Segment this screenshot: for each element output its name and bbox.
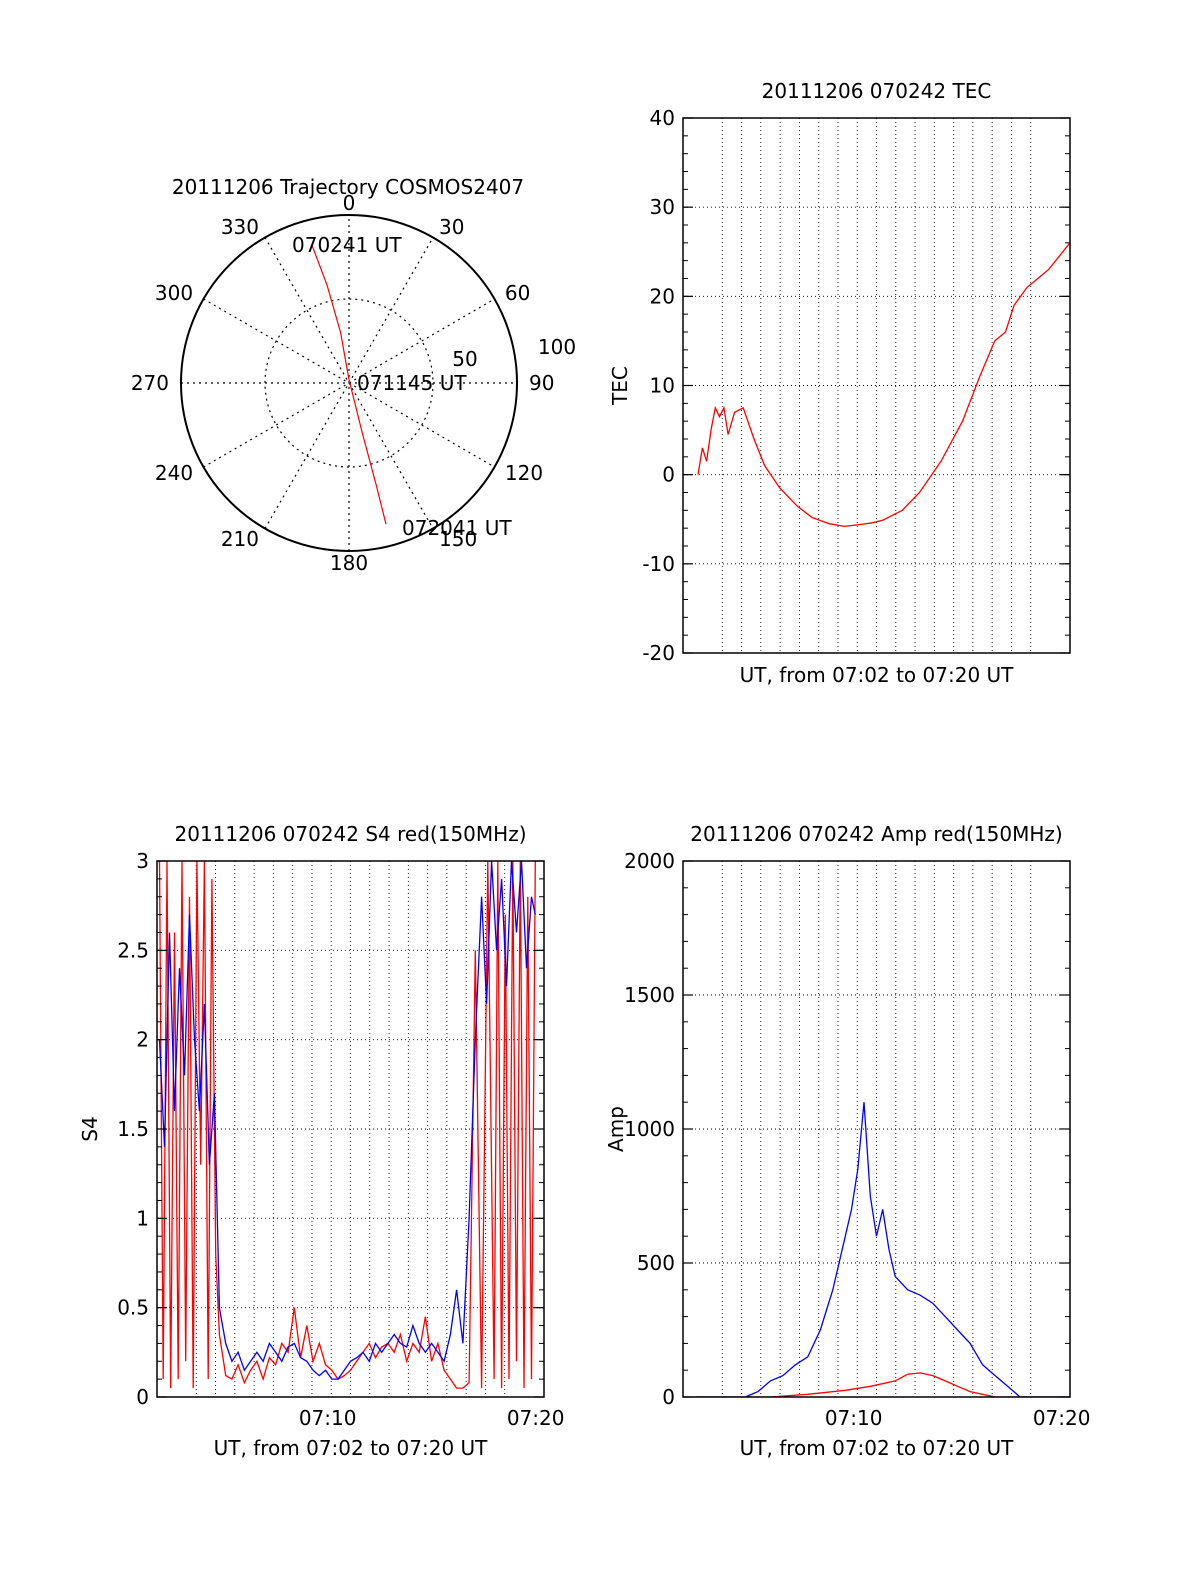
x-axis-label: UT, from 07:02 to 07:20 UT xyxy=(214,1436,489,1460)
s4-chart: 0 0.5 1 1.5 2 2.5 3 07:10 07:20 20111206 070242 S… xyxy=(78,822,564,1460)
y-tick-label: 0 xyxy=(136,1385,149,1409)
polar-azimuth-labels: 0 30 60 90 120 150 180 210 240 270 300 330 xyxy=(131,191,555,575)
y-tick-label: 20 xyxy=(650,284,675,308)
y-tick-label: 30 xyxy=(650,195,675,219)
y-tick-label: 1000 xyxy=(624,1117,675,1141)
radial-label-50: 50 xyxy=(452,347,477,371)
y-tick-label: 10 xyxy=(650,374,675,398)
y-tick-label: 500 xyxy=(637,1251,675,1275)
y-axis-label: Amp xyxy=(604,1106,628,1152)
x-tick-label: 07:20 xyxy=(507,1406,565,1430)
x-tick-label: 07:20 xyxy=(1033,1406,1091,1430)
amp-chart: 0 500 1000 1500 2000 07:10 07:20 20111206 07024… xyxy=(604,822,1090,1460)
chart-title: 20111206 070242 S4 red(150MHz) xyxy=(175,822,527,846)
y-tick-label: 1.5 xyxy=(117,1117,149,1141)
series-line-blue xyxy=(158,861,536,1380)
polar-spokes xyxy=(181,215,517,551)
azimuth-label-300: 300 xyxy=(155,281,193,305)
azimuth-label-240: 240 xyxy=(155,461,193,485)
y-tick-label: 2 xyxy=(136,1028,149,1052)
azimuth-label-270: 270 xyxy=(131,371,169,395)
y-axis-label: TEC xyxy=(608,366,632,406)
series-line-blue xyxy=(695,1102,1070,1397)
polar-spoke-150 xyxy=(264,237,434,529)
azimuth-label-120: 120 xyxy=(505,461,543,485)
y-tick-label: 2000 xyxy=(624,849,675,873)
y-tick-label: 2.5 xyxy=(117,938,149,962)
azimuth-label-60: 60 xyxy=(505,281,530,305)
trajectory-line xyxy=(311,244,387,525)
y-tick-label: 3 xyxy=(136,849,149,873)
azimuth-label-210: 210 xyxy=(221,527,259,551)
x-tick-label: 07:10 xyxy=(825,1406,883,1430)
azimuth-label-150: 150 xyxy=(439,527,477,551)
y-tick-label: 0 xyxy=(662,463,675,487)
y-tick-label: -10 xyxy=(642,552,675,576)
azimuth-label-330: 330 xyxy=(221,215,259,239)
chart-title: 20111206 Trajectory COSMOS2407 xyxy=(172,175,524,199)
tec-chart: -20 -10 0 10 20 30 40 20111206 070242 TEC UT, fr… xyxy=(608,79,1071,687)
azimuth-label-180: 180 xyxy=(330,551,368,575)
azimuth-label-0: 0 xyxy=(343,191,356,215)
y-tick-label: 40 xyxy=(650,106,675,130)
y-tick-label: 0.5 xyxy=(117,1296,149,1320)
radial-label-100: 100 xyxy=(538,335,576,359)
y-tick-label: 1 xyxy=(136,1206,149,1230)
y-tick-label: 1500 xyxy=(624,983,675,1007)
y-tick-label: -20 xyxy=(642,641,675,665)
y-axis-label: S4 xyxy=(78,1116,102,1141)
annotation-end-time: 072041 UT xyxy=(402,516,512,540)
x-tick-label: 07:10 xyxy=(299,1406,357,1430)
azimuth-label-30: 30 xyxy=(439,215,464,239)
series-line-red xyxy=(697,242,1070,528)
chart-title: 20111206 070242 TEC xyxy=(762,79,992,103)
annotation-mid-time: 071145 UT xyxy=(357,371,467,395)
series-line-red xyxy=(695,1372,1070,1397)
annotation-start-time: 070241 UT xyxy=(292,233,402,257)
y-tick-label: 0 xyxy=(662,1385,675,1409)
x-axis-label: UT, from 07:02 to 07:20 UT xyxy=(740,663,1015,687)
chart-title: 20111206 070242 Amp red(150MHz) xyxy=(690,822,1062,846)
trajectory-polar-chart: 20111206 Trajectory COSMOS2407 0 30 60 90 12… xyxy=(131,175,576,575)
azimuth-label-90: 90 xyxy=(529,371,554,395)
x-axis-label: UT, from 07:02 to 07:20 UT xyxy=(740,1436,1015,1460)
